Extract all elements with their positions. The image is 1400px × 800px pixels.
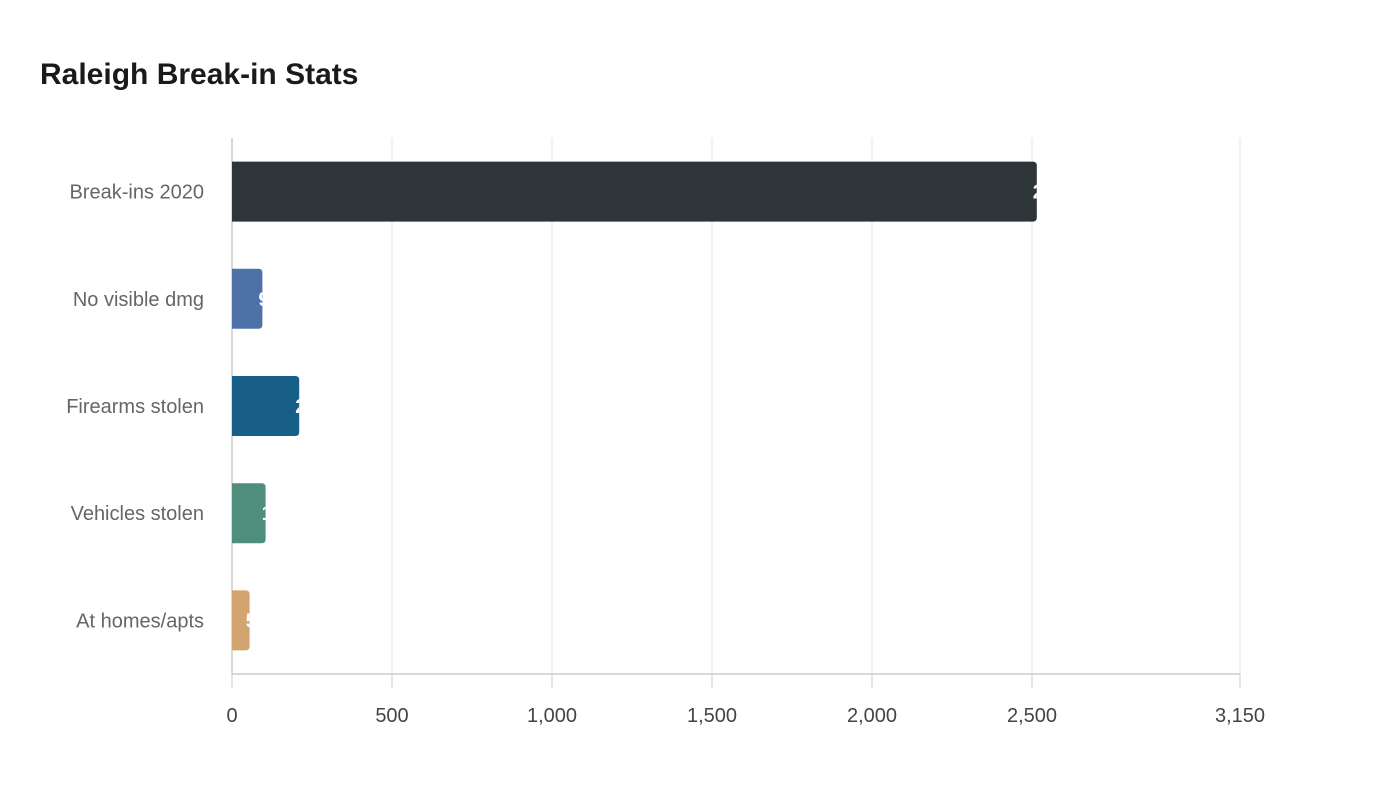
x-tick-label: 0 [226,705,237,727]
bar [232,161,1037,222]
category-label: Break-ins 2020 [69,182,204,204]
bar [232,483,266,544]
data-label: 210 [295,396,328,418]
data-label: 105 [262,503,295,525]
x-tick-label: 1,500 [687,705,737,727]
x-tick-label: 500 [375,705,408,727]
x-tick-label: 2,000 [847,705,897,727]
x-tick-label: 2,500 [1007,705,1057,727]
data-label: 95 [258,289,280,311]
x-tick-label: 3,150 [1215,705,1265,727]
x-tick-label: 1,000 [527,705,577,727]
chart-title: Raleigh Break-in Stats [40,58,359,91]
category-label: Firearms stolen [66,396,204,418]
category-label: At homes/apts [76,610,204,632]
data-label: 2515 [1033,182,1078,204]
bar [232,376,300,436]
category-label: No visible dmg [73,289,204,311]
bar [232,268,263,329]
category-label: Vehicles stolen [71,503,204,525]
data-label: 55 [246,610,268,632]
bar [232,590,250,651]
